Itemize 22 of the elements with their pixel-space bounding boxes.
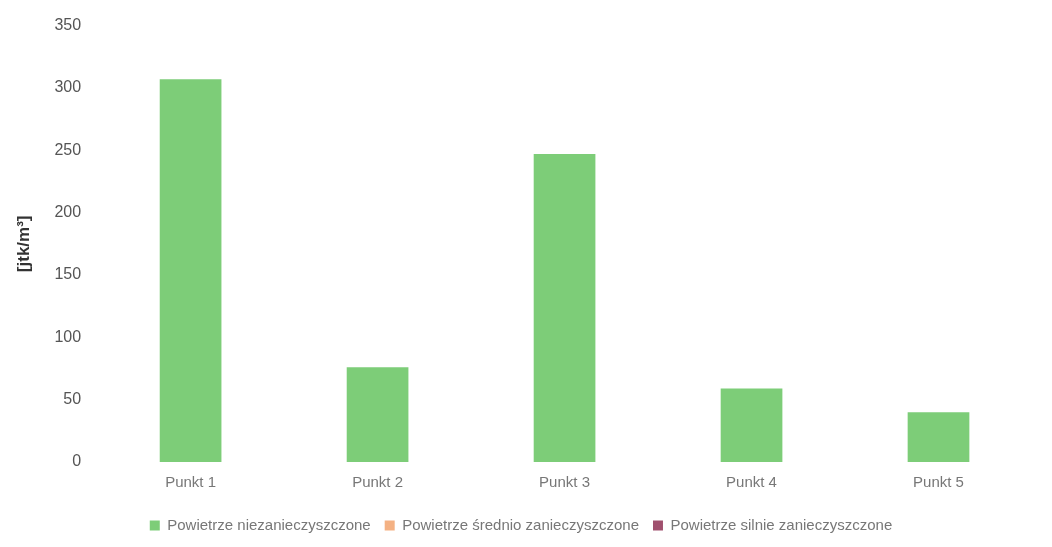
x-tick-label: Punkt 2 (352, 473, 403, 491)
y-tick-label: 0 (72, 452, 82, 470)
y-tick-label: 150 (54, 265, 82, 283)
bar (533, 154, 596, 462)
x-tick-label: Punkt 5 (913, 473, 964, 491)
bar (346, 367, 409, 462)
legend-label: Powietrze średnio zanieczyszczone (402, 515, 639, 533)
bar (907, 412, 970, 462)
legend-label: Powietrze niezanieczyszczone (167, 515, 371, 533)
bar (720, 388, 783, 462)
x-tick-label: Punkt 1 (165, 473, 217, 491)
bar (159, 79, 222, 462)
y-tick-label: 350 (54, 16, 82, 34)
y-tick-label: 100 (54, 327, 82, 345)
y-tick-label: 300 (54, 78, 82, 96)
y-tick-label: 200 (54, 203, 82, 221)
x-tick-label: Punkt 3 (539, 473, 590, 491)
legend-label: Powietrze silnie zanieczyszczone (670, 515, 893, 533)
x-tick-label: Punkt 4 (726, 473, 777, 491)
y-tick-label: 250 (54, 140, 82, 158)
y-tick-label: 50 (63, 390, 82, 408)
y-axis-title: [jtk/m³] (13, 215, 33, 273)
